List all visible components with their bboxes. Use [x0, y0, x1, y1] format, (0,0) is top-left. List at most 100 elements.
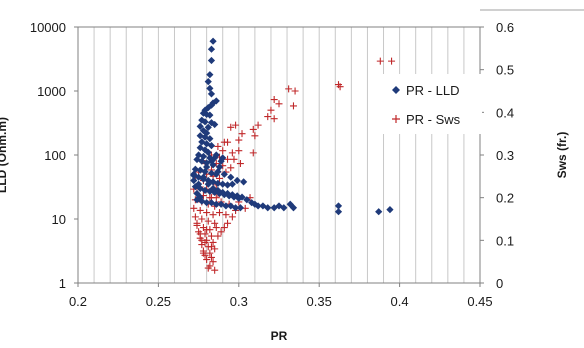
data-point-pr-sws — [207, 253, 215, 261]
data-point-pr-sws — [190, 204, 198, 212]
data-point-pr-lld — [254, 202, 262, 210]
data-point-pr-sws — [285, 85, 293, 93]
data-point-pr-lld — [207, 56, 216, 65]
data-point-pr-lld — [206, 84, 214, 92]
data-point-pr-lld — [196, 122, 204, 130]
data-point-pr-lld — [219, 188, 227, 197]
data-point-pr-sws — [219, 147, 227, 155]
data-point-pr-sws — [228, 149, 236, 157]
data-point-pr-sws — [209, 211, 217, 219]
data-point-pr-sws — [336, 83, 344, 91]
data-point-pr-sws — [270, 96, 278, 104]
y-left-tick-label: 1 — [59, 276, 66, 291]
data-point-pr-lld — [206, 135, 214, 143]
data-point-pr-lld — [223, 189, 232, 198]
data-point-pr-sws — [222, 211, 230, 219]
data-point-pr-lld — [209, 37, 217, 45]
data-point-pr-lld — [190, 170, 198, 178]
data-point-pr-lld — [207, 142, 216, 150]
data-point-pr-lld — [212, 200, 220, 208]
data-point-pr-lld — [223, 181, 232, 189]
x-tick-label: 0.35 — [307, 294, 332, 309]
data-point-pr-sws — [209, 238, 217, 246]
data-point-pr-lld — [203, 163, 211, 171]
data-point-pr-lld — [334, 202, 343, 210]
data-point-pr-sws — [198, 236, 206, 244]
data-point-pr-sws — [220, 224, 228, 232]
series-pr-lld — [190, 37, 394, 216]
data-point-pr-lld — [270, 204, 278, 212]
y-left-tick-labels: 1 10 100 1000 10000 — [30, 20, 78, 291]
data-point-pr-sws — [227, 164, 235, 172]
legend-marker-pr-lld — [392, 86, 400, 94]
data-point-pr-lld — [227, 173, 235, 181]
y-right-tick-label: 0.2 — [496, 191, 514, 206]
data-point-pr-lld — [228, 180, 236, 188]
data-point-pr-lld — [236, 204, 245, 212]
data-point-pr-sws — [267, 106, 275, 114]
data-point-pr-lld — [204, 78, 212, 86]
data-point-pr-lld — [289, 204, 298, 212]
data-point-pr-lld — [233, 176, 241, 185]
data-point-pr-sws — [227, 123, 235, 131]
data-point-pr-lld — [222, 202, 230, 210]
data-point-pr-lld — [228, 191, 236, 199]
data-point-pr-lld — [240, 178, 248, 186]
data-point-pr-sws — [254, 121, 262, 129]
data-point-pr-lld — [204, 148, 212, 156]
x-axis-title: PR — [271, 329, 288, 343]
data-point-pr-sws — [214, 232, 222, 240]
data-point-pr-sws — [193, 219, 201, 227]
data-point-pr-sws — [238, 130, 246, 138]
y-left-tick-label: 1000 — [37, 84, 66, 99]
data-point-pr-sws — [209, 258, 217, 266]
data-point-pr-lld — [214, 168, 222, 176]
data-point-pr-sws — [217, 228, 225, 236]
legend-label-pr-lld: PR - LLD — [406, 83, 459, 98]
y-right-tick-label: 0.6 — [496, 20, 514, 35]
data-point-pr-sws — [228, 213, 236, 221]
y-right-tick-label: 0 — [496, 276, 503, 291]
data-point-pr-lld — [196, 193, 204, 201]
data-point-pr-sws — [232, 121, 240, 129]
data-point-pr-lld — [231, 204, 240, 212]
data-point-pr-sws — [207, 232, 215, 240]
data-point-pr-sws — [275, 100, 283, 108]
data-point-pr-sws — [204, 264, 212, 272]
data-point-pr-lld — [203, 199, 211, 207]
data-point-pr-sws — [199, 249, 207, 257]
data-point-pr-sws — [211, 219, 219, 227]
data-point-pr-lld — [375, 208, 383, 216]
y-left-tick-label: 10000 — [30, 20, 66, 35]
data-point-pr-sws — [235, 147, 243, 155]
x-tick-label: 0.2 — [69, 294, 87, 309]
data-point-pr-sws — [249, 149, 257, 157]
data-point-pr-lld — [214, 179, 222, 187]
grid — [93, 27, 465, 283]
y-left-axis-title: LLD (Ohm.m) — [0, 117, 9, 193]
data-point-pr-sws — [203, 256, 211, 264]
data-point-pr-sws — [206, 249, 214, 257]
data-point-pr-sws — [196, 206, 204, 214]
data-point-pr-lld — [204, 123, 212, 131]
data-point-pr-lld — [201, 186, 209, 194]
x-tick-label: 0.4 — [391, 294, 409, 309]
data-point-pr-sws — [388, 57, 396, 65]
data-point-pr-sws — [220, 138, 228, 146]
data-point-pr-lld — [280, 204, 288, 212]
y-right-tick-label: 0.5 — [496, 63, 514, 78]
data-point-pr-sws — [216, 209, 224, 217]
data-point-pr-lld — [204, 180, 212, 188]
legend-marker-pr-sws — [392, 115, 400, 123]
data-point-pr-sws — [230, 155, 238, 163]
x-tick-label: 0.45 — [467, 294, 492, 309]
data-point-pr-lld — [219, 180, 227, 188]
data-point-pr-lld — [207, 45, 216, 53]
legend-box — [382, 74, 482, 134]
y-right-tick-label: 0.4 — [496, 105, 514, 120]
data-point-pr-lld — [334, 208, 343, 216]
data-point-pr-sws — [214, 142, 222, 150]
data-point-pr-sws — [198, 215, 206, 223]
data-point-pr-sws — [203, 226, 211, 234]
